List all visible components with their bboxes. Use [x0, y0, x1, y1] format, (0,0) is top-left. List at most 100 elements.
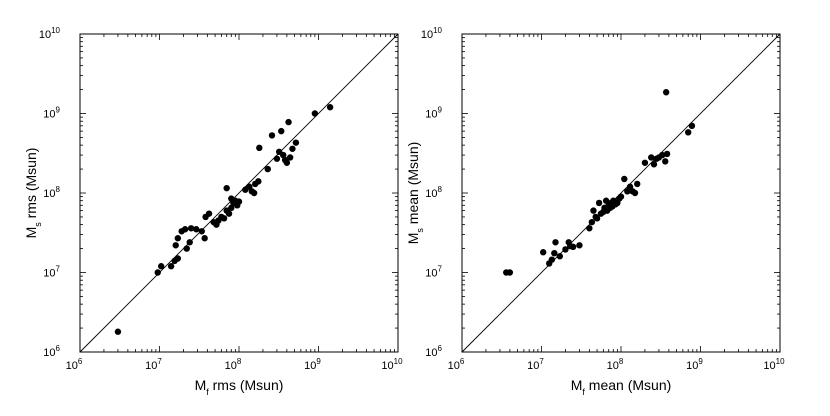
data-point [634, 180, 641, 188]
y-axis-title: Ms mean (Msun) [405, 142, 425, 245]
data-point [250, 189, 258, 197]
data-point [172, 242, 179, 249]
data-point [154, 269, 161, 276]
data-point [268, 132, 276, 139]
data-point [256, 144, 263, 152]
data-point [576, 242, 583, 249]
data-point [187, 225, 195, 232]
data-point [659, 151, 666, 159]
y-tick-label: 1010 [39, 26, 61, 41]
y-tick-label: 107 [43, 265, 60, 280]
data-point [228, 195, 235, 202]
data-point [631, 189, 639, 197]
x-tick-label-base: 10 [145, 360, 157, 372]
x-tick-label-exponent: 8 [237, 357, 242, 366]
x-tick-label-base: 10 [607, 360, 619, 372]
y-tick-label-base: 10 [43, 109, 55, 121]
data-point [641, 159, 649, 166]
data-point [539, 249, 547, 256]
data-point [556, 253, 564, 260]
data-point [311, 110, 319, 117]
data-points [114, 104, 334, 335]
y-axis-title-subscript: s [33, 222, 43, 227]
data-point [684, 129, 692, 136]
x-tick-label-exponent: 9 [698, 357, 703, 366]
y-tick-label-base: 10 [43, 347, 55, 359]
y-tick-label-exponent: 10 [433, 26, 442, 35]
data-point [278, 127, 285, 135]
y-tick-label-base: 10 [425, 109, 437, 121]
data-point [590, 207, 597, 214]
x-axis-title-rest: rms (Msun) [209, 377, 284, 393]
data-point [181, 226, 189, 233]
x-tick-label-base: 10 [763, 360, 775, 372]
data-point [650, 161, 658, 168]
y-tick-label-base: 10 [425, 268, 437, 280]
data-point [186, 239, 193, 246]
data-point [624, 188, 631, 195]
y-tick-label: 1010 [421, 26, 443, 41]
x-tick-label: 106 [66, 357, 83, 372]
data-point [183, 245, 190, 252]
y-tick-label-base: 10 [421, 29, 433, 41]
data-point [593, 215, 601, 222]
data-point [621, 175, 628, 183]
data-point [548, 256, 556, 263]
data-point [586, 225, 593, 232]
axis-ticks [79, 33, 399, 353]
data-point [326, 104, 334, 111]
identity-line [461, 33, 781, 353]
y-axis-title-main: M [23, 227, 39, 239]
data-point [562, 246, 569, 253]
data-point [280, 151, 287, 159]
x-tick-label-base: 10 [686, 360, 698, 372]
x-tick-label-exponent: 10 [394, 357, 403, 366]
x-tick-label-exponent: 9 [316, 357, 321, 366]
x-axis-title-main: M [571, 377, 583, 393]
x-tick-label-exponent: 10 [776, 357, 785, 366]
x-axis-title: Mf mean (Msun) [571, 377, 672, 397]
data-point [174, 255, 182, 262]
data-point [283, 159, 291, 166]
x-tick-label: 107 [527, 357, 544, 372]
data-point [205, 210, 213, 217]
x-tick-label-base: 10 [304, 360, 316, 372]
data-point [506, 269, 514, 276]
data-point [286, 154, 294, 161]
x-tick-label: 107 [145, 357, 162, 372]
data-point [595, 199, 603, 207]
x-tick-label-base: 10 [66, 360, 78, 372]
data-point [201, 235, 208, 242]
x-axis-title-rest: mean (Msun) [585, 377, 671, 393]
data-point [551, 249, 558, 257]
data-point [285, 118, 292, 126]
y-tick-label-base: 10 [425, 188, 437, 200]
y-tick-label-exponent: 8 [56, 185, 61, 194]
x-tick-label-base: 10 [527, 360, 539, 372]
y-tick-label-base: 10 [43, 188, 55, 200]
y-tick-label-exponent: 8 [438, 185, 443, 194]
y-tick-label-exponent: 6 [56, 344, 61, 353]
data-points [503, 89, 696, 276]
y-axis-title-rest: rms (Msun) [23, 148, 39, 223]
y-tick-label-exponent: 7 [56, 265, 61, 274]
data-point [167, 263, 175, 270]
x-tick-label-exponent: 7 [157, 357, 162, 366]
x-tick-label-base: 10 [448, 360, 460, 372]
x-tick-label: 108 [225, 357, 242, 372]
data-point [662, 158, 669, 165]
y-axis-title-subscript: s [415, 228, 425, 233]
x-tick-label: 1010 [381, 357, 403, 372]
y-tick-label: 109 [43, 106, 60, 121]
x-tick-label-base: 10 [225, 360, 237, 372]
y-tick-label: 108 [43, 185, 60, 200]
x-axis-title-subscript: f [206, 387, 209, 397]
data-point [235, 198, 243, 205]
data-point [662, 89, 670, 96]
x-tick-label: 109 [686, 357, 703, 372]
y-tick-label-base: 10 [43, 268, 55, 280]
data-point [220, 215, 228, 222]
